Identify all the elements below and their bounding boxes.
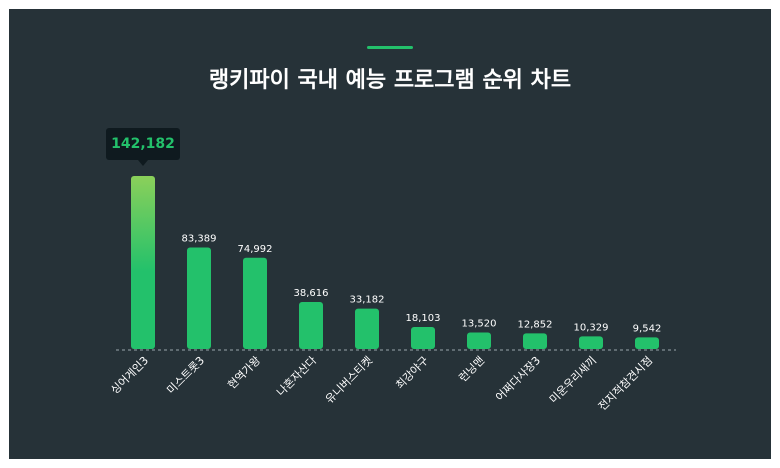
chart-title: 랭키파이 국내 예능 프로그램 순위 차트	[208, 68, 572, 93]
bar[interactable]	[355, 308, 379, 349]
value-tooltip: 142,182	[106, 128, 180, 160]
x-tick-label: 싱어게인3	[108, 354, 151, 397]
data-label: 18,103	[406, 313, 441, 324]
bar[interactable]	[635, 337, 659, 349]
x-tick-label: 미스트롯3	[164, 354, 207, 397]
data-label: 9,542	[633, 323, 662, 334]
bar[interactable]	[131, 176, 155, 349]
x-tick-label: 나혼자산다	[274, 354, 319, 399]
bar[interactable]	[411, 326, 435, 349]
data-label: 38,616	[294, 288, 329, 299]
x-tick-label: 미운우리새끼	[547, 354, 599, 406]
tooltip-arrow	[138, 160, 148, 166]
bar[interactable]	[579, 336, 603, 349]
x-tick-label: 유니버스티켓	[323, 354, 375, 406]
data-label: 10,329	[574, 322, 609, 333]
data-label: 12,852	[518, 319, 553, 330]
data-label: 83,389	[182, 234, 217, 245]
bar[interactable]	[299, 302, 323, 349]
x-tick-label: 전지적참견시점	[596, 354, 655, 413]
x-tick-label: 현역가왕	[225, 354, 263, 392]
bar[interactable]	[187, 247, 211, 349]
x-tick-label: 최강야구	[393, 354, 431, 392]
bars-group	[131, 176, 659, 349]
x-tick-label: 어쩌다사장3	[493, 354, 543, 404]
data-label: 13,520	[462, 319, 497, 330]
bar[interactable]	[467, 332, 491, 349]
title-accent-line	[367, 46, 413, 49]
data-label: 33,182	[350, 295, 385, 306]
value-labels-group: 83,389 74,992 38,616 33,182 18,103 13,520 12,8…	[182, 234, 662, 335]
x-tick-label: 런닝맨	[456, 354, 487, 385]
bar[interactable]	[243, 257, 267, 349]
x-tick-labels-group: 싱어게인3 미스트롯3 현역가왕 나혼자산다 유니버스티켓 최강야구 런닝맨 어쩌다사장3 미운…	[108, 354, 655, 413]
bar[interactable]	[523, 333, 547, 349]
data-label: 74,992	[238, 244, 273, 255]
